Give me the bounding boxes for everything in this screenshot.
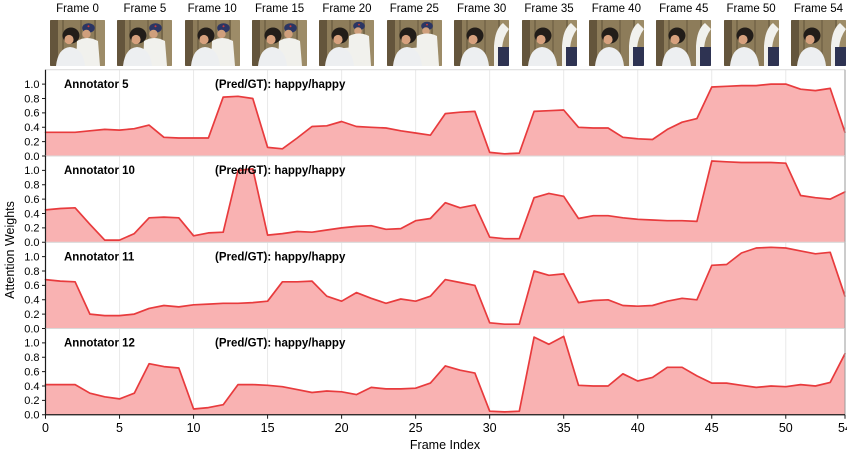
frame-thumbnail-image [521, 20, 577, 66]
attention-line-3 [44, 335, 846, 413]
frame-thumbnail-item: Frame 5 [117, 2, 173, 66]
attention-area-0 [45, 84, 845, 156]
frame-thumbnail-item: Frame 50 [723, 2, 779, 66]
y-tick-label: 1.0 [24, 79, 39, 91]
frame-thumbnail-item: Frame 45 [656, 2, 712, 66]
x-tick-label: 20 [335, 421, 349, 435]
attention-area-1 [45, 161, 845, 243]
y-tick-label: 0.8 [24, 352, 39, 364]
frame-thumbnail-image [790, 20, 846, 66]
frame-label: Frame 5 [123, 3, 167, 15]
y-axis-label: Attention Weights [3, 201, 17, 299]
x-tick-label: 30 [483, 421, 497, 435]
y-tick-label: 0.4 [24, 295, 39, 307]
y-tick-label: 0.2 [24, 223, 39, 235]
y-tick-label: 0.0 [24, 151, 39, 163]
y-tick-label: 0.0 [24, 237, 39, 249]
x-axis-label: Frame Index [409, 438, 481, 452]
frame-thumbnail-image [454, 20, 510, 66]
frame-thumbnail-item: Frame 0 [50, 2, 105, 66]
annotator-label: Annotator 5 [64, 79, 129, 91]
x-tick-label: 25 [409, 421, 423, 435]
frame-label: Frame 25 [389, 3, 439, 15]
frame-thumbnail-image [386, 20, 442, 66]
frame-thumbnail-image [588, 20, 644, 66]
y-tick-label: 0.6 [24, 280, 39, 292]
x-tick-label: 54 [838, 421, 847, 435]
frame-thumbnail-image [184, 20, 240, 66]
y-tick-label: 0.8 [24, 266, 39, 278]
y-tick-label: 0.2 [24, 136, 39, 148]
attention-line-1 [44, 160, 846, 241]
attention-area-3 [45, 336, 845, 415]
x-tick-label: 40 [631, 421, 645, 435]
frame-thumbnail-image [723, 20, 779, 66]
annotator-label: Annotator 12 [64, 338, 135, 350]
y-tick-label: 1.0 [24, 165, 39, 177]
y-tick-label: 0.6 [24, 108, 39, 120]
frame-thumbnail-image [50, 20, 105, 66]
annotator-label: Annotator 10 [64, 165, 135, 177]
attention-line-0 [44, 83, 846, 155]
x-tick-label: 5 [116, 421, 123, 435]
x-tick-label: 50 [779, 421, 793, 435]
y-tick-label: 0.6 [24, 194, 39, 206]
attention-area-2 [45, 247, 845, 329]
pred-gt-label: (Pred/GT): happy/happy [215, 251, 346, 263]
frame-label: Frame 10 [187, 3, 237, 15]
y-tick-label: 1.0 [24, 338, 39, 350]
y-tick-label: 1.0 [24, 251, 39, 263]
frame-label: Frame 30 [457, 3, 507, 15]
frame-thumbnail-item: Frame 20 [319, 2, 375, 66]
frame-thumbnail-item: Frame 30 [454, 2, 510, 66]
y-tick-label: 0.2 [24, 395, 39, 407]
frame-thumbnail-image [319, 20, 375, 66]
x-tick-label: 35 [557, 421, 571, 435]
frame-thumbnail-image [117, 20, 173, 66]
pred-gt-label: (Pred/GT): happy/happy [215, 165, 346, 177]
y-tick-label: 0.0 [24, 323, 39, 335]
frame-thumbnail-item: Frame 35 [521, 2, 577, 66]
frame-label: Frame 35 [524, 3, 574, 15]
y-tick-label: 0.2 [24, 309, 39, 321]
frame-thumbnail-item: Frame 40 [588, 2, 644, 66]
frame-label: Frame 20 [322, 3, 372, 15]
y-tick-label: 0.8 [24, 180, 39, 192]
frame-thumbnail-strip: Frame 0 Frame 5 Frame 10 Frame 15 Frame 20 Fr… [50, 2, 846, 66]
frame-label: Frame 50 [726, 3, 776, 15]
y-tick-label: 0.8 [24, 93, 39, 105]
pred-gt-label: (Pred/GT): happy/happy [215, 338, 346, 350]
annotator-label: Annotator 11 [64, 251, 135, 263]
x-tick-label: 45 [705, 421, 719, 435]
frame-label: Frame 15 [254, 3, 305, 15]
frame-thumbnail-image [252, 20, 308, 66]
x-tick-label: 10 [187, 421, 201, 435]
x-tick-label: 15 [261, 421, 275, 435]
frame-label: Frame 0 [56, 3, 99, 15]
frame-label: Frame 54 [793, 3, 844, 15]
frame-label: Frame 45 [659, 3, 709, 15]
attention-line-2 [44, 246, 846, 326]
frame-thumbnail-item: Frame 25 [386, 2, 442, 66]
frame-thumbnail-image [656, 20, 712, 66]
frame-thumbnail-item: Frame 10 [184, 2, 240, 66]
x-tick-label: 0 [42, 421, 49, 435]
y-tick-label: 0.4 [24, 208, 39, 220]
frame-thumbnail-item: Frame 54 [790, 2, 846, 66]
pred-gt-label: (Pred/GT): happy/happy [215, 79, 346, 91]
y-tick-label: 0.4 [24, 381, 39, 393]
y-tick-label: 0.6 [24, 366, 39, 378]
frame-label: Frame 40 [591, 3, 641, 15]
y-tick-label: 0.0 [24, 410, 39, 422]
y-tick-label: 0.4 [24, 122, 39, 134]
frame-thumbnail-item: Frame 15 [252, 2, 308, 66]
